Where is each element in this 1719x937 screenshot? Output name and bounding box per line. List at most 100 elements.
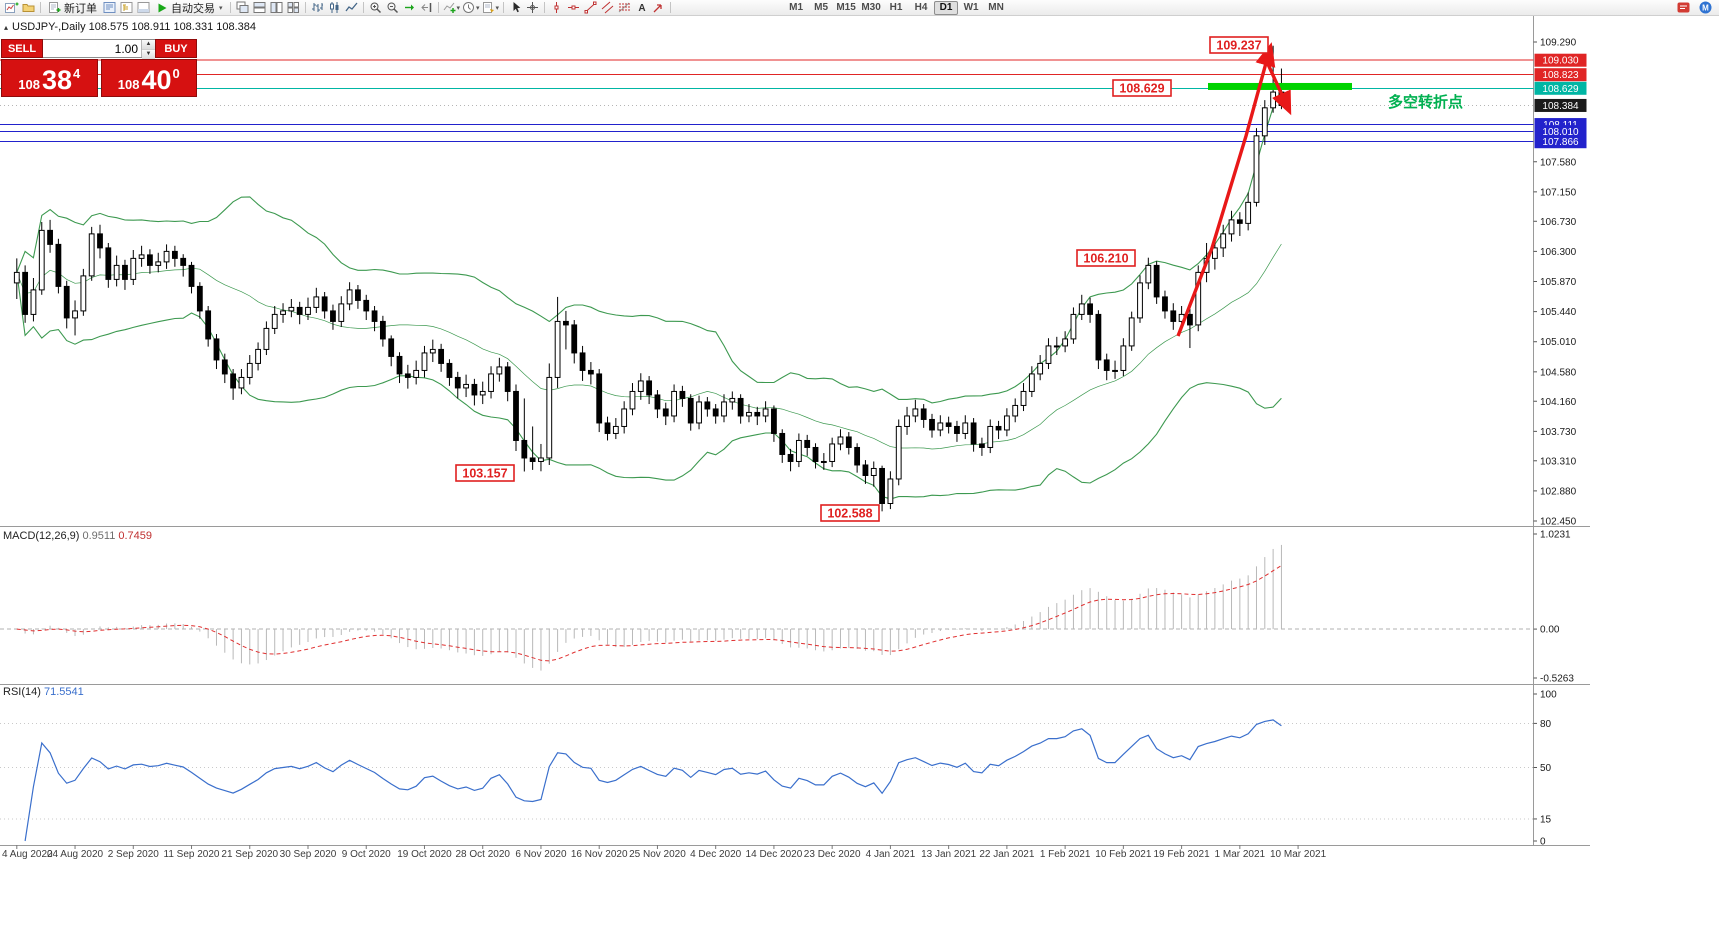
timeframe-button-mn[interactable]: MN	[988, 2, 1004, 13]
equidistant-channel-icon[interactable]	[599, 0, 616, 15]
svg-text:105.870: 105.870	[1540, 277, 1577, 288]
sell-button[interactable]: SELL	[1, 39, 43, 58]
timeframe-button-w1[interactable]: W1	[963, 2, 979, 13]
svg-text:109.030: 109.030	[1542, 56, 1579, 67]
svg-text:14 Dec 2020: 14 Dec 2020	[746, 849, 803, 860]
price-label-annotation[interactable]: 103.157	[455, 464, 515, 482]
market-watch-icon[interactable]	[101, 0, 118, 15]
new-chart-icon[interactable]	[3, 0, 20, 15]
timeframe-button-m1[interactable]: M1	[789, 2, 804, 13]
volume-stepper: ▲ ▼	[43, 39, 155, 60]
timeframe-button-m15[interactable]: M15	[836, 2, 856, 13]
bid-pips: 4	[73, 66, 81, 81]
tile-vertical-icon[interactable]	[268, 0, 285, 15]
candlestick-chart-icon[interactable]	[326, 0, 343, 15]
buy-price-button[interactable]: 108 40 0	[100, 59, 197, 97]
trend-arrow-down[interactable]	[1265, 61, 1292, 116]
axis-price-flag: 108.823	[1534, 68, 1587, 82]
toolbar-separator	[544, 2, 546, 13]
fibonacci-icon[interactable]	[616, 0, 633, 15]
svg-text:80: 80	[1540, 719, 1552, 730]
arrows-icon[interactable]	[650, 0, 667, 15]
vertical-line-icon[interactable]	[548, 0, 565, 15]
buy-button[interactable]: BUY	[155, 39, 197, 58]
rsi-line	[24, 719, 1282, 842]
line-chart-icon[interactable]	[343, 0, 360, 15]
sell-price-button[interactable]: 108 38 4	[1, 59, 98, 97]
price-label-annotation[interactable]: 102.588	[820, 504, 880, 522]
tile-horizontal-icon[interactable]	[251, 0, 268, 15]
bollinger-upper-band	[16, 89, 1282, 404]
crosshair-icon[interactable]	[524, 0, 541, 15]
volume-input[interactable]	[43, 40, 141, 57]
navigator-icon[interactable]	[118, 0, 135, 15]
volume-increase-button[interactable]: ▲	[142, 40, 155, 50]
turning-point-zone[interactable]	[1208, 82, 1352, 90]
svg-text:1 Mar 2021: 1 Mar 2021	[1215, 849, 1266, 860]
cascade-windows-icon[interactable]	[234, 0, 251, 15]
svg-text:9 Oct 2020: 9 Oct 2020	[342, 849, 391, 860]
svg-text:2 Sep 2020: 2 Sep 2020	[108, 849, 160, 860]
timeframe-button-h1[interactable]: H1	[889, 2, 903, 13]
svg-text:6 Nov 2020: 6 Nov 2020	[515, 849, 567, 860]
svg-text:105.440: 105.440	[1540, 307, 1577, 318]
macd-histogram	[24, 544, 1282, 671]
arrange-windows-icon[interactable]	[285, 0, 302, 15]
horizontal-line-icon[interactable]	[565, 0, 582, 15]
axis-price-flag: 109.030	[1534, 53, 1587, 67]
terminal-icon[interactable]	[135, 0, 152, 15]
svg-text:19 Oct 2020: 19 Oct 2020	[397, 849, 452, 860]
trend-arrow-up[interactable]	[1176, 42, 1276, 337]
templates-icon[interactable]: ▾	[481, 0, 501, 15]
timeframe-button-m30[interactable]: M30	[861, 2, 881, 13]
macd-pane: 1.0231 0.00 -0.5263	[0, 530, 1574, 685]
timeframe-button-h4[interactable]: H4	[914, 2, 928, 13]
svg-text:10 Mar 2021: 10 Mar 2021	[1270, 849, 1327, 860]
main-toolbar: 新订单 自动交易 ▾ ▾ ▾ ▾ A M1 M5 M15 M30 H1 H4 D1 W1 MN M	[0, 0, 1719, 16]
bid-main: 38	[41, 64, 72, 95]
svg-text:106.730: 106.730	[1540, 217, 1577, 228]
profiles-icon[interactable]	[20, 0, 37, 15]
periods-icon[interactable]: ▾	[461, 0, 481, 15]
chart-note-text[interactable]: 多空转折点	[1388, 93, 1463, 111]
ask-prefix: 108	[117, 77, 140, 92]
autotrading-button[interactable]: 自动交易 ▾	[152, 0, 227, 15]
timeframe-button-m5[interactable]: M5	[814, 2, 829, 13]
svg-text:16 Nov 2020: 16 Nov 2020	[571, 849, 628, 860]
svg-text:-0.5263: -0.5263	[1540, 674, 1574, 685]
chevron-down-icon: ▾	[476, 4, 480, 12]
trendline-icon[interactable]	[582, 0, 599, 15]
svg-text:19 Feb 2021: 19 Feb 2021	[1154, 849, 1211, 860]
axis-price-flag: 108.629	[1534, 81, 1587, 95]
svg-text:28 Oct 2020: 28 Oct 2020	[455, 849, 510, 860]
news-icon[interactable]	[1675, 0, 1692, 15]
text-icon[interactable]: A	[633, 0, 650, 15]
svg-text:22 Jan 2021: 22 Jan 2021	[979, 849, 1034, 860]
zoom-out-icon[interactable]	[384, 0, 401, 15]
community-icon[interactable]: M	[1697, 0, 1714, 15]
toolbar-separator	[503, 2, 505, 13]
price-label-annotation[interactable]: 109.237	[1209, 36, 1269, 54]
zoom-in-icon[interactable]	[367, 0, 384, 15]
svg-text:108.629: 108.629	[1542, 84, 1579, 95]
chart-shift-icon[interactable]	[418, 0, 435, 15]
svg-text:106.300: 106.300	[1540, 247, 1577, 258]
new-order-label: 新订单	[64, 2, 97, 15]
svg-text:104.160: 104.160	[1540, 397, 1577, 408]
timeframe-button-d1[interactable]: D1	[934, 0, 959, 15]
svg-text:109.290: 109.290	[1540, 38, 1577, 49]
toolbar-right-icons: M	[1675, 0, 1716, 15]
cursor-icon[interactable]	[507, 0, 524, 15]
bars-chart-icon[interactable]	[309, 0, 326, 15]
price-label-annotation[interactable]: 108.629	[1112, 79, 1172, 97]
auto-scroll-icon[interactable]	[401, 0, 418, 15]
toolbar-separator	[437, 2, 439, 13]
price-label-annotation[interactable]: 106.210	[1076, 249, 1136, 267]
new-order-button[interactable]: 新订单	[44, 0, 101, 15]
macd-indicator-label: MACD(12,26,9) 0.9511 0.7459	[3, 530, 152, 542]
svg-text:108.384: 108.384	[1542, 101, 1579, 112]
svg-text:1.0231: 1.0231	[1540, 530, 1571, 541]
axis-price-flag: 108.384	[1534, 98, 1587, 112]
indicators-icon[interactable]: ▾	[442, 0, 462, 15]
